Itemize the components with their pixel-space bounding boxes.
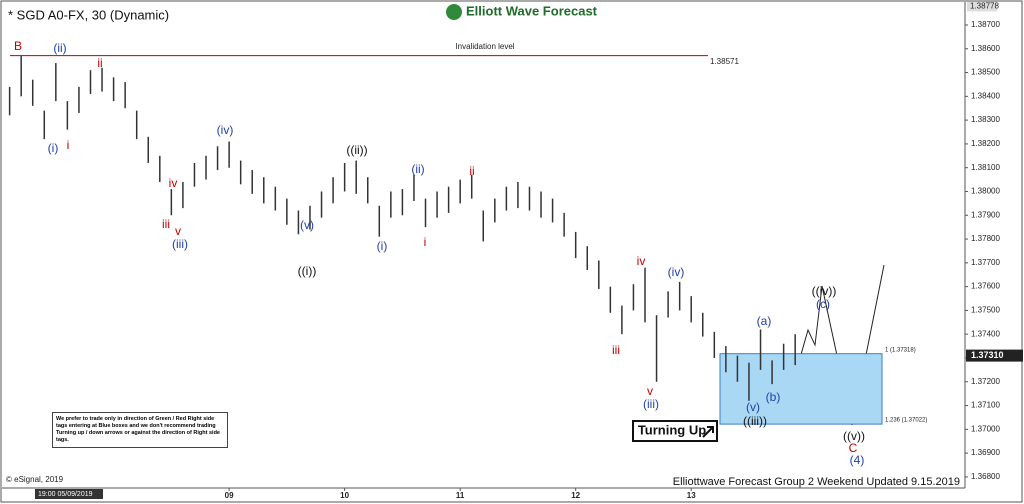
x-tick-label: 10 bbox=[340, 491, 349, 500]
wave-label: (iii) bbox=[643, 397, 659, 411]
y-tick-label: 1.38000 bbox=[971, 187, 1000, 196]
wave-label: (ii) bbox=[53, 41, 66, 55]
wave-label: iv bbox=[637, 254, 646, 268]
wave-label: ii bbox=[97, 56, 102, 70]
wave-label: (iv) bbox=[217, 123, 234, 137]
x-tick-label: 09 bbox=[225, 491, 234, 500]
x-tick-label: 13 bbox=[687, 491, 696, 500]
y-tick-label: 1.37100 bbox=[971, 401, 1000, 410]
y-tick-label: 1.38100 bbox=[971, 163, 1000, 172]
turning-box bbox=[632, 420, 718, 442]
box-top-label: 1 (1.37318) bbox=[885, 347, 916, 353]
x-tick-label: 12 bbox=[571, 491, 580, 500]
wave-label: ((v)) bbox=[843, 429, 865, 443]
wave-label: (i) bbox=[377, 239, 388, 253]
entry-box bbox=[719, 353, 883, 425]
wave-label: B bbox=[14, 39, 22, 53]
wave-label: ((iii)) bbox=[743, 414, 767, 428]
logo-icon bbox=[446, 4, 462, 20]
box-bottom-label: 1.236 (1.37022) bbox=[885, 418, 927, 424]
wave-label: (iii) bbox=[172, 237, 188, 251]
y-tick-label: 1.36800 bbox=[971, 472, 1000, 481]
y-tick-label: 1.37800 bbox=[971, 234, 1000, 243]
wave-label: i bbox=[67, 138, 70, 152]
last-price-label: 1.37310 bbox=[971, 350, 1004, 360]
wave-label: iii bbox=[612, 343, 620, 357]
footer: Elliottwave Forecast Group 2 Weekend Upd… bbox=[673, 476, 960, 488]
top-price-label: 1.38778 bbox=[970, 2, 999, 11]
y-tick-label: 1.37400 bbox=[971, 329, 1000, 338]
wave-label: i bbox=[424, 235, 427, 249]
y-tick-label: 1.37600 bbox=[971, 282, 1000, 291]
y-tick-label: 1.37000 bbox=[971, 424, 1000, 433]
wave-label: (i) bbox=[48, 141, 59, 155]
y-tick-label: 1.38300 bbox=[971, 115, 1000, 124]
top-price-box bbox=[967, 1, 997, 12]
y-tick-label: 1.37200 bbox=[971, 377, 1000, 386]
y-tick-label: 1.38400 bbox=[971, 91, 1000, 100]
wave-label: v bbox=[647, 384, 653, 398]
wave-label: v bbox=[175, 224, 181, 238]
copyright: © eSignal, 2019 bbox=[6, 475, 64, 484]
wave-label: ((iv)) bbox=[812, 284, 837, 298]
y-tick-label: 1.37700 bbox=[971, 258, 1000, 267]
wave-label: (c) bbox=[816, 297, 830, 311]
cursor-label: 19:00 05/09/2019 bbox=[38, 491, 93, 498]
logo-box bbox=[443, 2, 593, 22]
y-tick-label: 1.38600 bbox=[971, 44, 1000, 53]
wave-label: iv bbox=[169, 176, 178, 190]
y-tick-label: 1.37900 bbox=[971, 210, 1000, 219]
y-tick-label: 1.38200 bbox=[971, 139, 1000, 148]
note: We prefer to trade only in direction of … bbox=[52, 412, 228, 448]
x-tick-label: 11 bbox=[456, 491, 465, 500]
cursor-box bbox=[35, 489, 103, 499]
y-tick-label: 1.38700 bbox=[971, 20, 1000, 29]
wave-label: iii bbox=[162, 217, 170, 231]
wave-label: (v) bbox=[746, 400, 760, 414]
wave-label: (b) bbox=[766, 390, 781, 404]
turning-label: Turning Up bbox=[638, 422, 706, 437]
invalidation-label: 1.38571 bbox=[710, 57, 739, 66]
wave-label: ((i)) bbox=[298, 264, 317, 278]
wave-label: ii bbox=[469, 164, 474, 178]
brand: Elliott Wave Forecast bbox=[466, 3, 598, 18]
y-tick-label: 1.36900 bbox=[971, 448, 1000, 457]
y-tick-label: 1.37500 bbox=[971, 306, 1000, 315]
wave-label: (iv) bbox=[668, 265, 685, 279]
wave-label: (4) bbox=[850, 453, 865, 467]
last-price-box bbox=[966, 349, 1023, 362]
wave-label: C bbox=[849, 441, 858, 455]
wave-label: (a) bbox=[757, 314, 772, 328]
wave-label: (ii) bbox=[411, 162, 424, 176]
wave-label: (v) bbox=[300, 218, 314, 232]
turning-arrow bbox=[702, 426, 714, 438]
y-tick-label: 1.38500 bbox=[971, 68, 1000, 77]
invalidation-title: Invalidation level bbox=[455, 42, 514, 51]
wave-label: ((ii)) bbox=[346, 143, 367, 157]
chart-title: * SGD A0-FX, 30 (Dynamic) bbox=[8, 7, 169, 22]
